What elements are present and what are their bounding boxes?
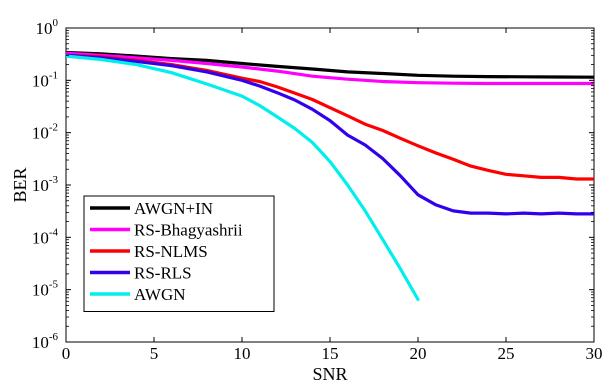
y-tick-label: 10-6 [32, 331, 59, 352]
y-axis-title: BER [10, 167, 30, 202]
legend-entry-label: RS-Bhagyashrii [134, 221, 243, 240]
legend-entry-label: AWGN+IN [134, 199, 213, 218]
legend-entry-label: RS-NLMS [134, 242, 208, 261]
x-tick-label: 10 [234, 344, 251, 363]
series-line-rs-bhagyashrii [66, 51, 594, 86]
series-line-awgn [66, 54, 420, 302]
series-line-rs-rls [66, 53, 594, 216]
y-tick-label: 10-1 [32, 69, 58, 90]
y-tick-label: 100 [36, 17, 59, 38]
legend-entry-label: RS-RLS [134, 264, 192, 283]
x-tick-label: 15 [322, 344, 339, 363]
x-tick-label: 25 [498, 344, 515, 363]
y-tick-label: 10-4 [32, 226, 59, 247]
y-tick-label: 10-5 [32, 279, 59, 300]
series-line-awgn-in [66, 50, 594, 79]
legend-entry-label: AWGN [134, 285, 186, 304]
x-tick-label: 5 [150, 344, 159, 363]
x-tick-label: 0 [62, 344, 71, 363]
y-tick-label: 10-2 [32, 122, 58, 143]
x-tick-label: 30 [586, 344, 603, 363]
y-tick-label: 10-3 [32, 174, 59, 195]
x-tick-label: 20 [410, 344, 427, 363]
x-axis-title: SNR [312, 364, 347, 383]
